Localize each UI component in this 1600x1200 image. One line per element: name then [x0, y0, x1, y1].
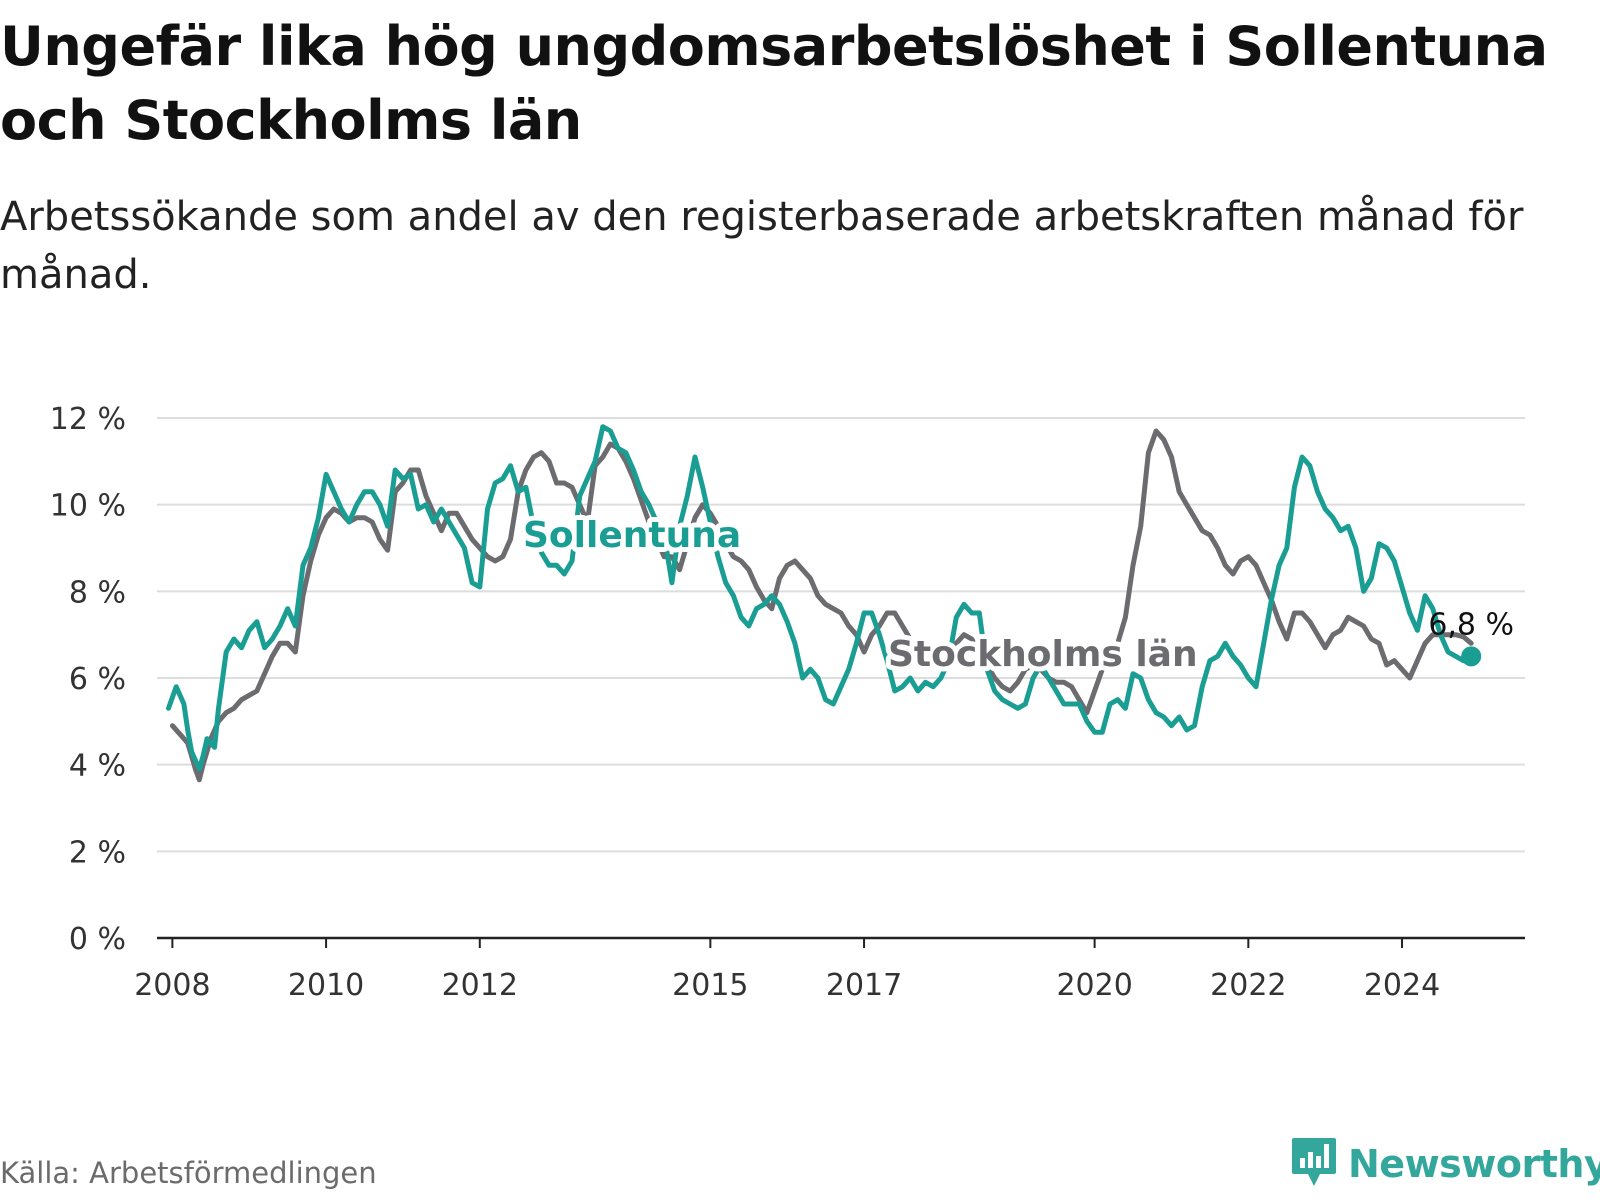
y-tick-label: 6 % [69, 662, 126, 697]
brand-logo: Newsworthy [1290, 1138, 1600, 1190]
chart-subtitle: Arbetssökande som andel av den registerb… [0, 194, 1524, 298]
y-axis: 0 % 2 % 4 % 6 % 8 % 10 % 12 % [50, 402, 126, 957]
x-tick-label: 2012 [442, 968, 518, 1003]
y-tick-label: 2 % [69, 835, 126, 870]
y-tick-label: 10 % [50, 489, 126, 524]
gridlines [157, 417, 1525, 853]
series-line-sollentuna [166, 424, 1474, 772]
x-tick-label: 2022 [1210, 968, 1286, 1003]
series-line-stockholms-ln [169, 428, 1474, 783]
x-tick-label: 2017 [826, 968, 902, 1003]
y-tick-label: 0 % [69, 922, 126, 957]
x-tick-label: 2024 [1364, 968, 1440, 1003]
y-tick-label: 8 % [69, 575, 126, 610]
end-point-marker [1461, 646, 1482, 667]
series-label-stockholms-lan: Stockholms län [888, 634, 1198, 675]
x-axis: 2008 2010 2012 2015 2017 2020 2022 2024 [134, 936, 1525, 1003]
end-value-label: 6,8 % [1428, 607, 1514, 642]
x-tick-label: 2008 [134, 968, 210, 1003]
source-note: Källa: Arbetsförmedlingen [0, 1156, 377, 1190]
x-tick-label: 2020 [1056, 968, 1132, 1003]
series-labels: 6,8 % Sollentuna Stockholms län [518, 510, 1514, 680]
newsworthy-logo-icon [1290, 1136, 1338, 1192]
series-label-sollentuna: Sollentuna [523, 515, 741, 556]
y-tick-label: 4 % [69, 749, 126, 784]
y-tick-label: 12 % [50, 402, 126, 437]
x-tick-label: 2010 [288, 968, 364, 1003]
x-tick-label: 2015 [672, 968, 748, 1003]
chart-title: Ungefär lika hög ungdomsarbetslöshet i S… [0, 15, 1548, 152]
series-lines [166, 424, 1482, 783]
brand-name: Newsworthy [1348, 1142, 1600, 1186]
line-chart: 0 % 2 % 4 % 6 % 8 % 10 % 12 % 2008 2010 2012 2015… [50, 402, 1525, 1003]
